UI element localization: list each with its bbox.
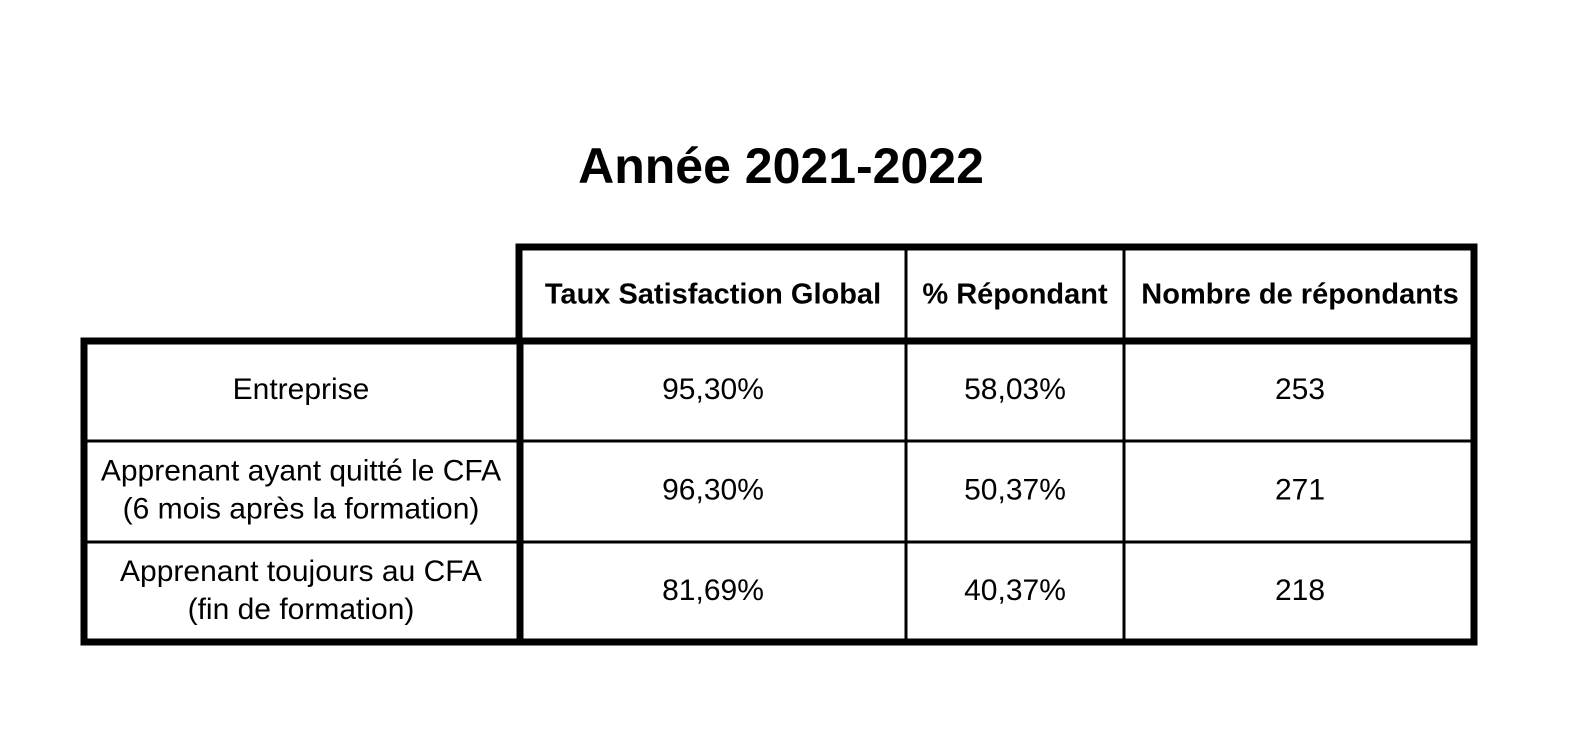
cell-value: 95,30%	[662, 373, 764, 406]
row-label: (fin de formation)	[188, 593, 415, 626]
column-header: Nombre de répondants	[1141, 279, 1458, 311]
title: Année 2021-2022	[578, 138, 984, 194]
table-frame	[80, 243, 1478, 646]
cell-value: 40,37%	[964, 574, 1066, 607]
column-header: % Répondant	[922, 279, 1108, 311]
body-border	[80, 337, 1478, 646]
cell-value: 96,30%	[662, 473, 764, 506]
cell-value: 58,03%	[964, 373, 1066, 406]
cell-value: 81,69%	[662, 574, 764, 607]
row-label: Apprenant ayant quitté le CFA	[101, 454, 501, 487]
cell-value: 218	[1275, 574, 1325, 607]
row-label: Entreprise	[233, 373, 370, 406]
row-label: (6 mois après la formation)	[123, 492, 480, 525]
cell-value: 50,37%	[964, 473, 1066, 506]
row-label: Apprenant toujours au CFA	[120, 555, 482, 588]
column-header: Taux Satisfaction Global	[545, 279, 881, 311]
cell-value: 271	[1275, 473, 1325, 506]
cell-value: 253	[1275, 373, 1325, 406]
